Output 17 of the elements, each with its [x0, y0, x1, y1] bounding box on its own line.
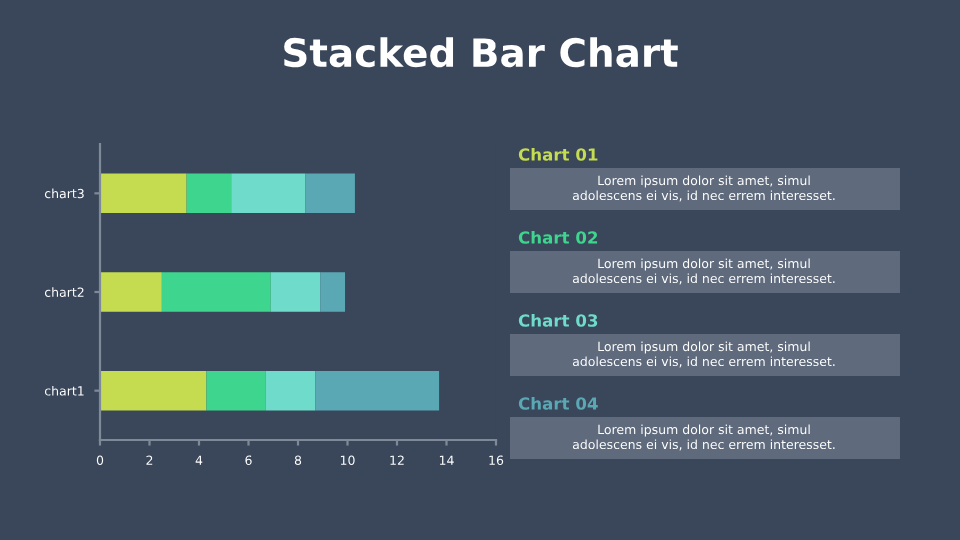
bar — [320, 272, 346, 312]
bar — [100, 173, 187, 214]
bar — [100, 370, 207, 411]
bar — [100, 272, 162, 312]
text: Chart 03 — [518, 313, 598, 327]
text: Chart 04 — [518, 396, 598, 410]
bar — [315, 370, 440, 411]
text: Chart 02 — [518, 230, 598, 244]
bar — [186, 173, 232, 214]
bar — [265, 370, 316, 411]
bar — [305, 173, 355, 214]
bar — [161, 272, 271, 312]
bar — [206, 370, 266, 411]
bar — [270, 272, 321, 312]
text: Chart 01 — [518, 147, 598, 161]
bar — [231, 173, 306, 214]
chart-title: Stacked Bar Chart — [284, 37, 678, 68]
